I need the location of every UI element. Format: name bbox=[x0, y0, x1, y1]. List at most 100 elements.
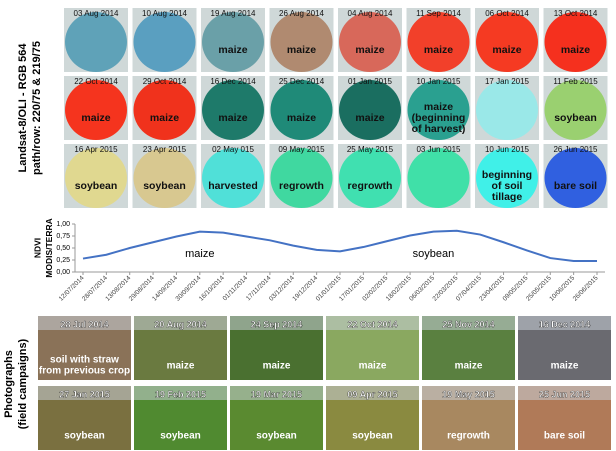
photo-date: 25 Jun 2015 bbox=[539, 389, 590, 399]
tile-image bbox=[476, 12, 538, 72]
tile-label: maize bbox=[561, 44, 590, 56]
photo-date: 20 Aug 2014 bbox=[154, 319, 206, 329]
tile-label: maize bbox=[150, 112, 179, 124]
photo-date: 19 Mar 2015 bbox=[251, 389, 302, 399]
tile-label: maize bbox=[81, 112, 110, 124]
photo-label: maize bbox=[167, 361, 195, 372]
tile-label: soybean bbox=[143, 180, 186, 192]
tile-image bbox=[270, 148, 333, 208]
y-tick-label: 0,75 bbox=[56, 233, 70, 240]
tile-date: 16 Dec 2014 bbox=[210, 77, 256, 86]
tile-label: maize bbox=[287, 44, 316, 56]
photo-date: 16 Dec 2014 bbox=[539, 319, 591, 329]
photo-label: maize bbox=[359, 361, 387, 372]
photo-date: 19 May 2015 bbox=[442, 389, 495, 399]
tile-date: 09 May 2015 bbox=[278, 145, 325, 154]
tile-label: soybean bbox=[75, 180, 118, 192]
tile-label: maize bbox=[218, 44, 247, 56]
x-tick-label: 26/06/2015 bbox=[572, 274, 600, 302]
photo-sky bbox=[518, 386, 611, 400]
photo-label: maize bbox=[263, 361, 291, 372]
tile-label: regrowth bbox=[348, 180, 393, 192]
tile-date: 04 Aug 2014 bbox=[348, 9, 393, 18]
photo-date: 25 Nov 2014 bbox=[442, 319, 494, 329]
tile-label: maize bbox=[218, 112, 247, 124]
photo-sky bbox=[326, 316, 419, 330]
tile-image bbox=[407, 148, 470, 208]
photo-sky bbox=[134, 386, 227, 400]
tile-date: 01 Jan 2015 bbox=[348, 77, 393, 86]
side-label: Photographs bbox=[3, 350, 15, 418]
tile-date: 25 May 2015 bbox=[347, 145, 394, 154]
tile-image bbox=[339, 148, 401, 208]
y-tick-label: 0,00 bbox=[56, 269, 70, 276]
side-label: (field campaigns) bbox=[17, 338, 29, 429]
tile-label: soybean bbox=[554, 112, 597, 124]
tile-date: 10 Aug 2014 bbox=[142, 9, 187, 18]
photo-date: 27 Jan 2015 bbox=[59, 389, 110, 399]
tile-image bbox=[202, 12, 264, 72]
tile-label: beginning bbox=[482, 169, 532, 181]
tile-label: bare soil bbox=[554, 180, 597, 192]
tile-label: of soil bbox=[492, 180, 523, 192]
side-label: MODIS/TERRA bbox=[44, 218, 54, 278]
tile-image bbox=[270, 80, 333, 140]
photo-label: soybean bbox=[64, 431, 105, 442]
tile-label: (beginning bbox=[412, 112, 466, 124]
tile-image bbox=[65, 12, 127, 72]
annotation: soybean bbox=[413, 248, 455, 260]
ndvi-line bbox=[82, 229, 597, 262]
tile-label: maize bbox=[492, 44, 521, 56]
tile-image bbox=[270, 12, 333, 72]
tile-label: of harvest) bbox=[412, 123, 466, 135]
tile-date: 10 Jun 2015 bbox=[485, 145, 530, 154]
tile-image bbox=[133, 12, 196, 72]
tile-label: maize bbox=[424, 101, 453, 113]
tile-date: 06 Oct 2014 bbox=[485, 9, 529, 18]
tile-label: regrowth bbox=[279, 180, 324, 192]
tile-label: maize bbox=[424, 44, 453, 56]
photo-label: maize bbox=[551, 361, 579, 372]
tile-image bbox=[133, 148, 196, 208]
tile-date: 19 Aug 2014 bbox=[211, 9, 256, 18]
photo-sky bbox=[38, 386, 131, 400]
tile-date: 11 Sep 2014 bbox=[416, 9, 461, 18]
photo-sky bbox=[134, 316, 227, 330]
photo-sky bbox=[518, 316, 611, 330]
photo-label: soybean bbox=[352, 431, 393, 442]
tile-image bbox=[476, 148, 538, 208]
tile-date: 03 Aug 2014 bbox=[74, 9, 119, 18]
photo-label: soil with straw bbox=[50, 355, 119, 366]
tile-image bbox=[65, 148, 127, 208]
tile-date: 16 Apr 2015 bbox=[74, 145, 118, 154]
tile-image bbox=[407, 80, 470, 140]
tile-label: maize bbox=[355, 112, 384, 124]
tile-date: 02 May 015 bbox=[212, 145, 254, 154]
side-label: path/row: 220/75 & 219/75 bbox=[31, 41, 43, 175]
photo-label: soybean bbox=[256, 431, 297, 442]
tile-date: 26 Aug 2014 bbox=[279, 9, 324, 18]
y-tick-label: 1,00 bbox=[56, 221, 70, 228]
photo-sky bbox=[230, 316, 323, 330]
tile-image bbox=[544, 80, 607, 140]
photo-label: bare soil bbox=[544, 431, 585, 442]
photo-sky bbox=[230, 386, 323, 400]
annotation: maize bbox=[185, 248, 214, 260]
photo-sky bbox=[326, 386, 419, 400]
tile-date: 10 Jan 2015 bbox=[416, 77, 461, 86]
photo-label: soybean bbox=[160, 431, 201, 442]
tile-date: 03 Jun 2015 bbox=[416, 145, 461, 154]
tile-image bbox=[339, 12, 401, 72]
tile-image bbox=[544, 12, 607, 72]
tile-date: 17 Jan 2015 bbox=[485, 77, 530, 86]
photo-date: 09 Apr 2015 bbox=[347, 389, 397, 399]
tile-label: harvested bbox=[208, 180, 258, 192]
tile-image bbox=[133, 80, 196, 140]
tile-image bbox=[476, 80, 538, 140]
photo-label: maize bbox=[455, 361, 483, 372]
tile-image bbox=[407, 12, 470, 72]
tile-image bbox=[544, 148, 607, 208]
tile-label: tillage bbox=[492, 191, 523, 203]
y-tick-label: 0,25 bbox=[56, 257, 70, 264]
